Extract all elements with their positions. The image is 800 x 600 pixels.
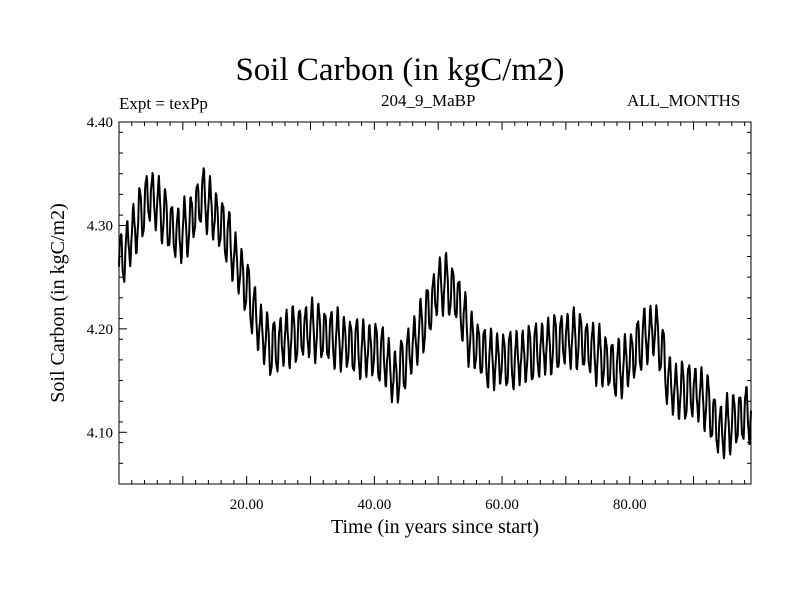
soil-carbon-series-line <box>118 167 752 460</box>
y-tick-label: 4.20 <box>87 322 113 338</box>
x-tick-label: 20.00 <box>230 497 264 513</box>
x-axis-label: Time (in years since start) <box>331 516 539 538</box>
x-tick-label: 40.00 <box>357 497 391 513</box>
x-tick-label: 60.00 <box>485 497 519 513</box>
period-label: 204_9_MaBP <box>381 91 476 110</box>
months-label: ALL_MONTHS <box>627 91 741 110</box>
x-tick-labels: 20.00 40.00 60.00 80.00 <box>230 497 647 513</box>
y-tick-label: 4.30 <box>87 218 113 234</box>
y-axis-label: Soil Carbon (in kgC/m2) <box>47 203 69 402</box>
x-tick-label: 80.00 <box>613 497 647 513</box>
y-tick-label: 4.10 <box>87 425 113 441</box>
plot-frame <box>118 121 752 485</box>
y-tick-label: 4.40 <box>87 115 113 131</box>
experiment-label: Expt = texPp <box>119 94 208 113</box>
chart-title: Soil Carbon (in kgC/m2) <box>235 52 565 88</box>
y-tick-labels: 4.10 4.20 4.30 4.40 <box>87 115 113 441</box>
